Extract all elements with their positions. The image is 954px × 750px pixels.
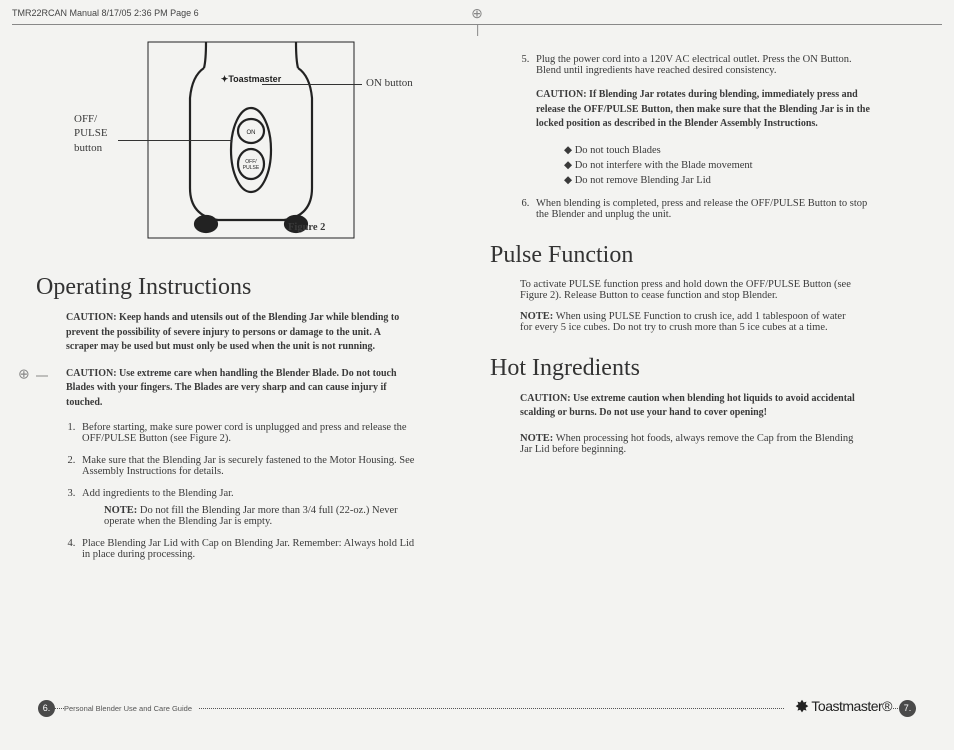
callout-off-pulse: OFF/ PULSE button bbox=[74, 112, 108, 155]
step-3: Add ingredients to the Blending Jar. NOT… bbox=[78, 488, 418, 527]
step-2: Make sure that the Blending Jar is secur… bbox=[78, 455, 418, 477]
callout-line-right bbox=[262, 84, 362, 85]
bullet-lid: Do not remove Blending Jar Lid bbox=[560, 174, 872, 186]
hot-caution: CAUTION: Use extreme caution when blendi… bbox=[520, 392, 860, 421]
registration-mark-left: ⊕ bbox=[18, 367, 30, 384]
step-5: Plug the power cord into a 120V AC elect… bbox=[532, 54, 872, 186]
footer-brand: Toastmaster® bbox=[785, 698, 892, 716]
step-5-text: Plug the power cord into a 120V AC elect… bbox=[536, 54, 852, 76]
pulse-para: To activate PULSE function press and hol… bbox=[520, 279, 860, 301]
step-6: When blending is completed, press and re… bbox=[532, 198, 872, 220]
blender-illustration: ✦Toastmaster ON OFF/ PULSE bbox=[146, 40, 356, 250]
figure-2: ✦Toastmaster ON OFF/ PULSE OFF/ PULSE bu… bbox=[56, 40, 436, 260]
footer: 6. Personal Blender Use and Care Guide T… bbox=[38, 698, 916, 720]
svg-text:✦Toastmaster: ✦Toastmaster bbox=[221, 74, 282, 84]
registration-mark-top: ⊕ bbox=[471, 6, 483, 23]
pulse-note: NOTE: When using PULSE Function to crush… bbox=[520, 311, 860, 333]
callout-line-left bbox=[118, 140, 232, 141]
svg-text:PULSE: PULSE bbox=[243, 165, 260, 171]
figure-caption: Figure 2 bbox=[288, 222, 325, 233]
page-number-right: 7. bbox=[899, 700, 916, 717]
step-3-note: NOTE: Do not fill the Blending Jar more … bbox=[104, 505, 414, 527]
step-1: Before starting, make sure power cord is… bbox=[78, 422, 418, 444]
bullet-blades: Do not touch Blades bbox=[560, 144, 872, 156]
step-5-caution: CAUTION: If Blending Jar rotates during … bbox=[536, 88, 872, 132]
heading-hot: Hot Ingredients bbox=[490, 355, 920, 382]
footer-guide-title: Personal Blender Use and Care Guide bbox=[64, 704, 198, 713]
brand-icon bbox=[793, 698, 811, 716]
caution-blade: CAUTION: Use extreme care when handling … bbox=[66, 367, 406, 411]
print-header: TMR22RCAN Manual 8/17/05 2:36 PM Page 6 bbox=[12, 8, 199, 18]
step-3-text: Add ingredients to the Blending Jar. bbox=[82, 488, 234, 499]
heading-pulse: Pulse Function bbox=[490, 242, 920, 269]
callout-on: ON button bbox=[366, 76, 413, 90]
caution-hands: CAUTION: Keep hands and utensils out of … bbox=[66, 311, 406, 355]
step-4: Place Blending Jar Lid with Cap on Blend… bbox=[78, 538, 418, 560]
hot-note: NOTE: When processing hot foods, always … bbox=[520, 433, 860, 455]
svg-text:ON: ON bbox=[247, 130, 256, 136]
bullet-movement: Do not interfere with the Blade movement bbox=[560, 159, 872, 171]
heading-operating: Operating Instructions bbox=[36, 274, 466, 301]
page-number-left: 6. bbox=[38, 700, 55, 717]
